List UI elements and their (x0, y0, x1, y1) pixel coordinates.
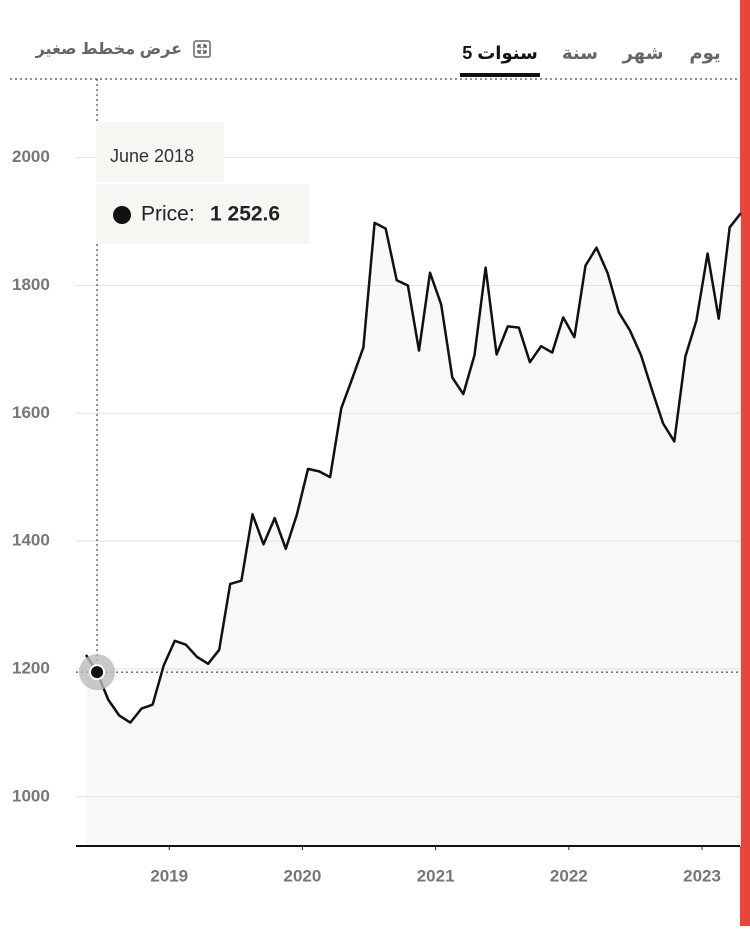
hover-point (89, 664, 106, 681)
x-tick-label: 2023 (683, 866, 721, 885)
y-tick-label: 2000 (12, 147, 50, 166)
y-tick-label: 1400 (12, 531, 50, 550)
tooltip-date-box (96, 122, 224, 182)
tooltip-date: June 2018 (110, 146, 194, 166)
edge-bar (740, 0, 750, 926)
tab[interactable]: 5 سنوات (462, 43, 538, 64)
x-tick-label: 2022 (550, 866, 588, 885)
expand-icon[interactable] (193, 40, 211, 58)
tooltip-label: Price: (141, 203, 195, 226)
x-tick-label: 2021 (417, 866, 455, 885)
x-tick-label: 2020 (284, 866, 322, 885)
x-tick-label: 2019 (150, 866, 188, 885)
tab[interactable]: يوم (689, 43, 720, 64)
mini-chart-toggle[interactable]: عرض مخطط صغير (35, 41, 182, 58)
tabs: يوم شهر سنة 5 سنوات (462, 43, 720, 64)
y-tick-label: 1600 (12, 403, 50, 422)
area-fill (86, 213, 741, 846)
tab[interactable]: سنة (562, 43, 598, 63)
y-tick-label: 1800 (12, 275, 50, 294)
tab[interactable]: شهر (622, 43, 664, 64)
tooltip-value-box (96, 184, 310, 244)
tooltip-dot (113, 206, 131, 224)
y-tick-label: 1000 (12, 786, 50, 805)
y-tick-label: 1200 (12, 658, 50, 677)
price-line (84, 212, 742, 724)
active-tab-underline (460, 73, 540, 77)
tooltip-value: 1 252.6 (210, 203, 280, 226)
